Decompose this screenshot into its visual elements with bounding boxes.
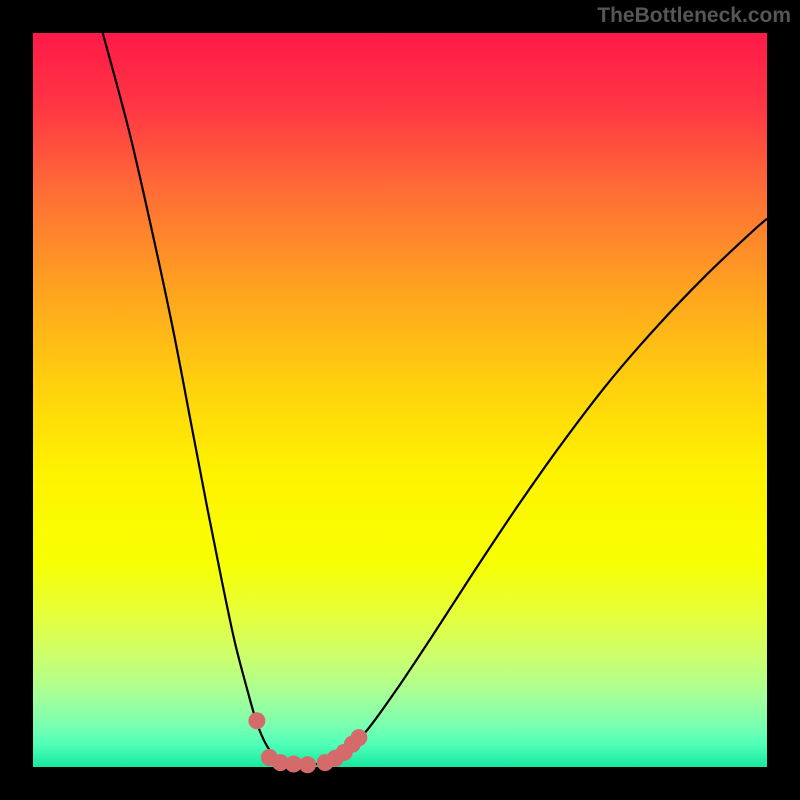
- v-curve-right: [306, 219, 767, 765]
- marker-dot: [350, 729, 367, 746]
- curve-layer: [33, 33, 767, 767]
- plot-area: [33, 33, 767, 767]
- chart-canvas: TheBottleneck.com: [0, 0, 800, 800]
- marker-dot: [248, 712, 265, 729]
- marker-dot: [299, 756, 316, 773]
- v-curve-left: [103, 33, 306, 765]
- watermark-text: TheBottleneck.com: [597, 4, 791, 28]
